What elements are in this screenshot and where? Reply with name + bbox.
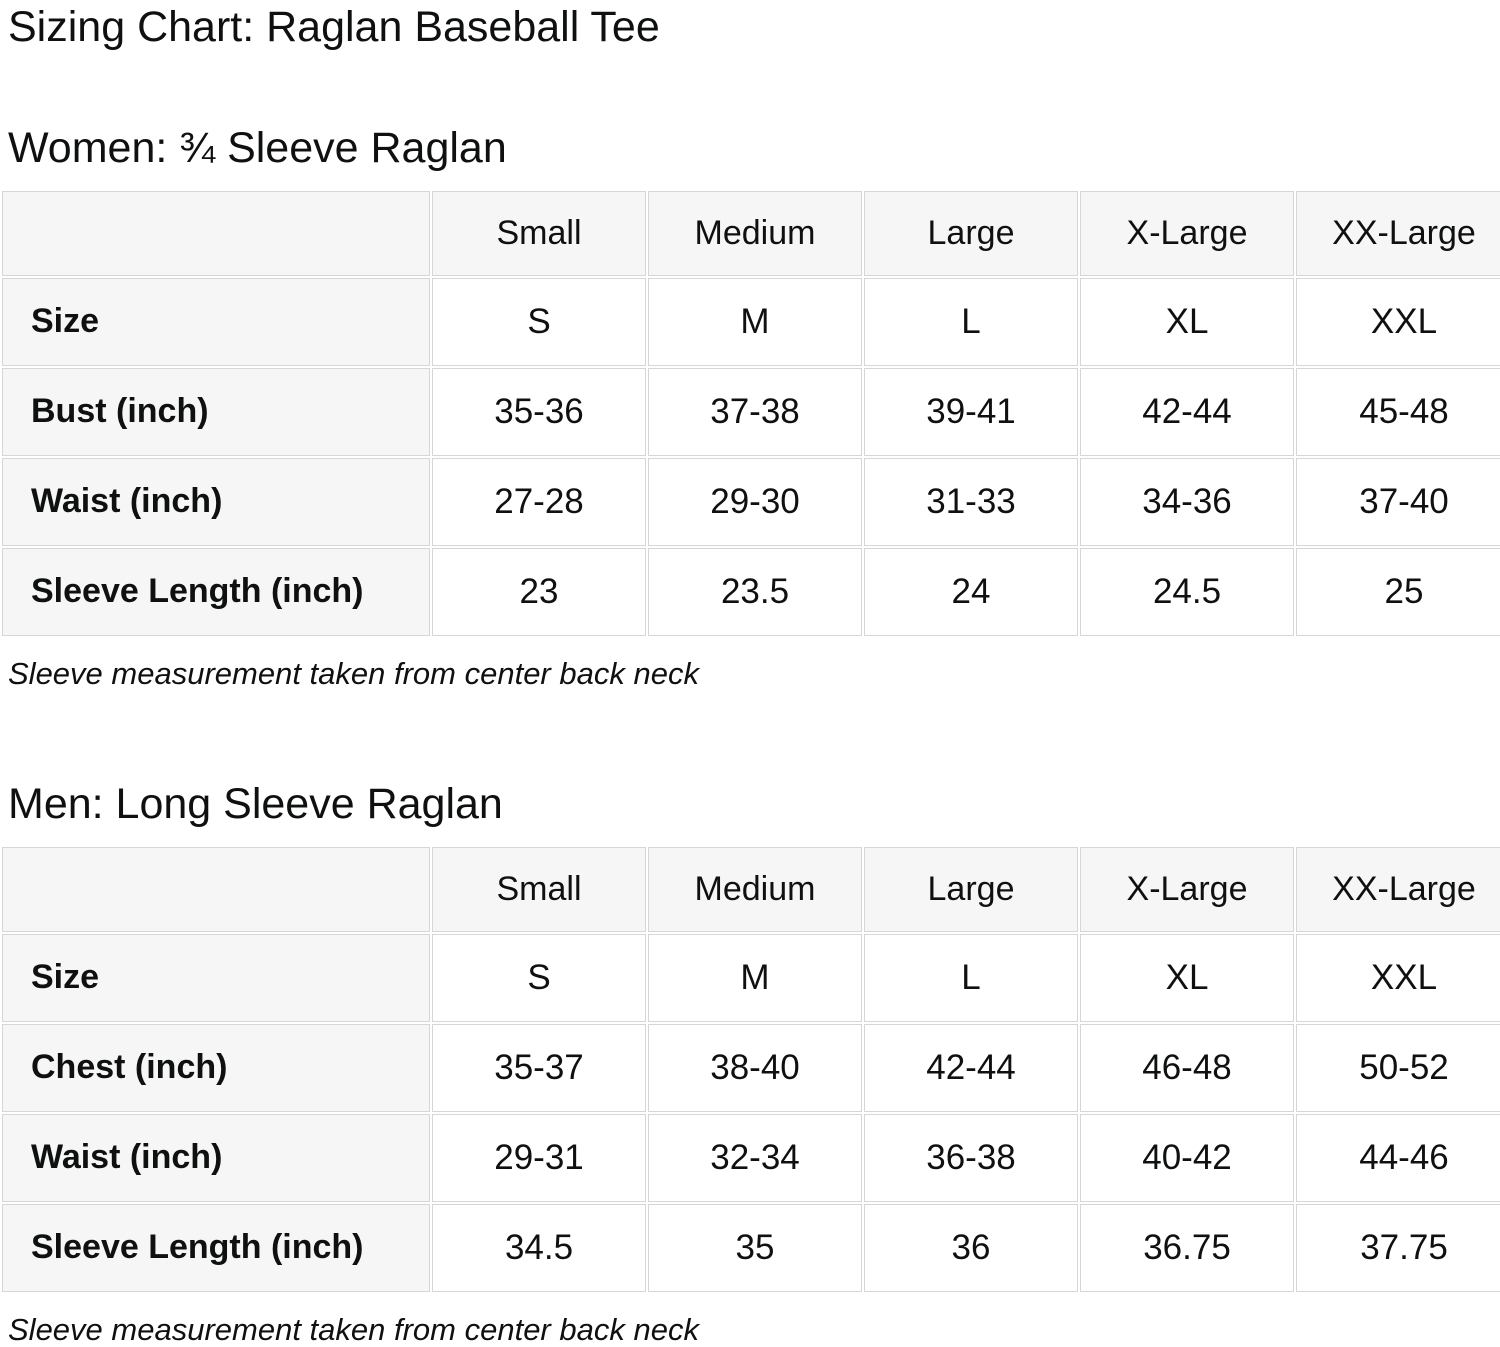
table-cell: 46-48 — [1080, 1023, 1294, 1112]
women-sizing-table: Small Medium Large X-Large XX-Large Size… — [0, 189, 1500, 638]
table-cell: 35-37 — [432, 1023, 646, 1112]
table-cell: XXL — [1296, 933, 1500, 1022]
row-label: Chest (inch) — [2, 1023, 430, 1112]
table-cell: S — [432, 277, 646, 366]
row-label: Waist (inch) — [2, 1113, 430, 1202]
table-cell: 25 — [1296, 547, 1500, 636]
men-row-sleeve: Sleeve Length (inch) 34.5 35 36 36.75 37… — [2, 1203, 1500, 1292]
table-cell: 24.5 — [1080, 547, 1294, 636]
table-cell: 29-31 — [432, 1113, 646, 1202]
row-label: Bust (inch) — [2, 367, 430, 456]
women-corner-cell — [2, 190, 430, 276]
men-corner-cell — [2, 846, 430, 932]
women-col-header-xxlarge: XX-Large — [1296, 190, 1500, 276]
men-col-header-xlarge: X-Large — [1080, 846, 1294, 932]
women-row-waist: Waist (inch) 27-28 29-30 31-33 34-36 37-… — [2, 457, 1500, 546]
men-col-header-large: Large — [864, 846, 1078, 932]
men-sizing-table: Small Medium Large X-Large XX-Large Size… — [0, 845, 1500, 1294]
row-label: Sleeve Length (inch) — [2, 547, 430, 636]
table-cell: 36.75 — [1080, 1203, 1294, 1292]
table-cell: 35-36 — [432, 367, 646, 456]
table-cell: XL — [1080, 933, 1294, 1022]
table-cell: 37-38 — [648, 367, 862, 456]
row-label: Waist (inch) — [2, 457, 430, 546]
women-row-sleeve: Sleeve Length (inch) 23 23.5 24 24.5 25 — [2, 547, 1500, 636]
women-row-size: Size S M L XL XXL — [2, 277, 1500, 366]
section-heading-women: Women: ¾ Sleeve Raglan — [8, 124, 507, 173]
table-cell: 23 — [432, 547, 646, 636]
women-col-header-large: Large — [864, 190, 1078, 276]
table-cell: 36 — [864, 1203, 1078, 1292]
table-cell: 24 — [864, 547, 1078, 636]
table-cell: 44-46 — [1296, 1113, 1500, 1202]
women-col-header-small: Small — [432, 190, 646, 276]
row-label: Size — [2, 277, 430, 366]
women-col-header-medium: Medium — [648, 190, 862, 276]
men-sleeve-note: Sleeve measurement taken from center bac… — [8, 1311, 699, 1347]
table-cell: M — [648, 277, 862, 366]
men-row-size: Size S M L XL XXL — [2, 933, 1500, 1022]
women-row-bust: Bust (inch) 35-36 37-38 39-41 42-44 45-4… — [2, 367, 1500, 456]
men-col-header-medium: Medium — [648, 846, 862, 932]
table-cell: 37.75 — [1296, 1203, 1500, 1292]
row-label: Sleeve Length (inch) — [2, 1203, 430, 1292]
page-title: Sizing Chart: Raglan Baseball Tee — [8, 3, 660, 51]
table-cell: XL — [1080, 277, 1294, 366]
table-cell: L — [864, 933, 1078, 1022]
men-row-chest: Chest (inch) 35-37 38-40 42-44 46-48 50-… — [2, 1023, 1500, 1112]
table-cell: XXL — [1296, 277, 1500, 366]
table-cell: 34.5 — [432, 1203, 646, 1292]
table-cell: 39-41 — [864, 367, 1078, 456]
table-cell: 34-36 — [1080, 457, 1294, 546]
table-cell: 50-52 — [1296, 1023, 1500, 1112]
table-cell: 38-40 — [648, 1023, 862, 1112]
row-label: Size — [2, 933, 430, 1022]
table-cell: 36-38 — [864, 1113, 1078, 1202]
women-sleeve-note: Sleeve measurement taken from center bac… — [8, 655, 699, 691]
table-cell: 42-44 — [1080, 367, 1294, 456]
table-cell: 31-33 — [864, 457, 1078, 546]
table-cell: 45-48 — [1296, 367, 1500, 456]
table-cell: 23.5 — [648, 547, 862, 636]
table-cell: 29-30 — [648, 457, 862, 546]
women-col-header-xlarge: X-Large — [1080, 190, 1294, 276]
table-cell: 32-34 — [648, 1113, 862, 1202]
table-cell: M — [648, 933, 862, 1022]
table-cell: 37-40 — [1296, 457, 1500, 546]
table-cell: 27-28 — [432, 457, 646, 546]
table-cell: 35 — [648, 1203, 862, 1292]
table-cell: 42-44 — [864, 1023, 1078, 1112]
men-row-waist: Waist (inch) 29-31 32-34 36-38 40-42 44-… — [2, 1113, 1500, 1202]
table-cell: L — [864, 277, 1078, 366]
women-header-row: Small Medium Large X-Large XX-Large — [2, 190, 1500, 276]
men-col-header-xxlarge: XX-Large — [1296, 846, 1500, 932]
table-cell: 40-42 — [1080, 1113, 1294, 1202]
men-col-header-small: Small — [432, 846, 646, 932]
men-header-row: Small Medium Large X-Large XX-Large — [2, 846, 1500, 932]
section-heading-men: Men: Long Sleeve Raglan — [8, 780, 503, 829]
table-cell: S — [432, 933, 646, 1022]
